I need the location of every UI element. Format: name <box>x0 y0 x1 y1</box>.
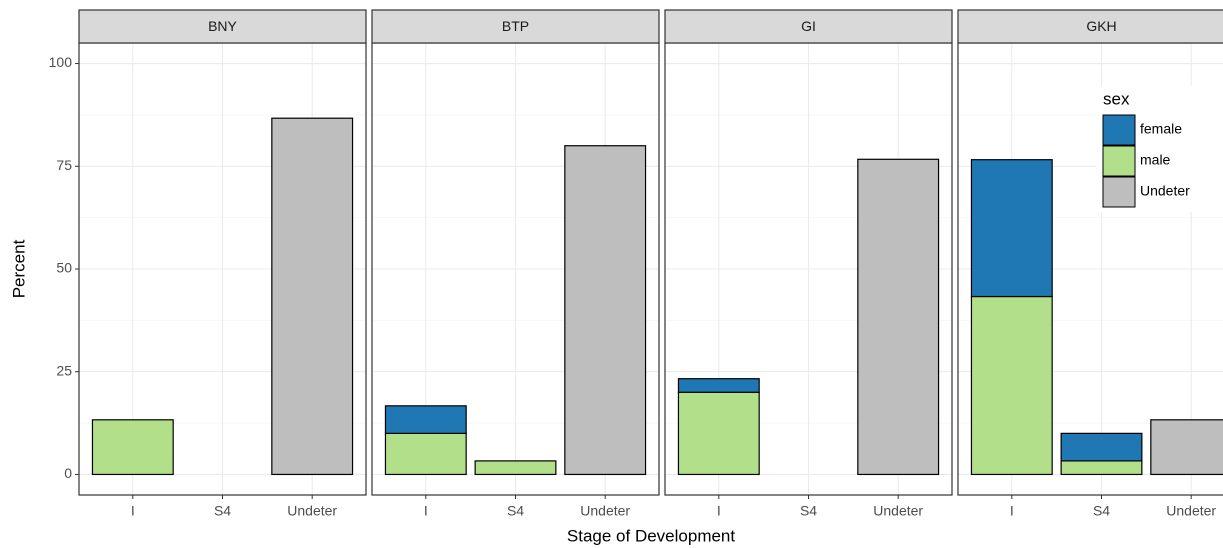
x-tick-label: Undeter <box>1166 503 1216 519</box>
legend-label: Undeter <box>1140 183 1190 199</box>
bar <box>857 158 940 476</box>
strip-label: GI <box>801 18 816 34</box>
y-tick-label: 75 <box>56 157 72 173</box>
bar <box>564 145 647 476</box>
strip <box>664 9 953 44</box>
y-tick-label: 50 <box>56 260 72 276</box>
x-tick-label: I <box>717 503 721 519</box>
x-tick-label: S4 <box>507 503 524 519</box>
strip-label: BNY <box>208 18 237 34</box>
legend-label: male <box>1140 152 1171 168</box>
strip-label: BTP <box>502 18 529 34</box>
y-tick-label: 25 <box>56 362 72 378</box>
y-axis-label: Percent <box>9 239 28 298</box>
y-tick-label: 0 <box>64 465 72 481</box>
strip <box>957 9 1223 44</box>
bar <box>970 295 1053 476</box>
x-tick-label: Undeter <box>287 503 337 519</box>
legend-key <box>1102 114 1136 146</box>
x-tick-label: I <box>424 503 428 519</box>
x-tick-label: Undeter <box>580 503 630 519</box>
bar <box>1060 460 1143 476</box>
x-tick-label: S4 <box>1093 503 1110 519</box>
x-tick-label: I <box>131 503 135 519</box>
bar <box>1150 419 1223 476</box>
y-tick-label: 100 <box>49 54 73 70</box>
bar <box>677 378 760 393</box>
bar <box>384 405 467 434</box>
bar <box>271 117 354 476</box>
bar <box>384 432 467 476</box>
x-axis-label: Stage of Development <box>567 526 735 545</box>
x-tick-label: S4 <box>214 503 231 519</box>
legend-key <box>1102 176 1136 208</box>
bar <box>91 419 174 476</box>
x-tick-label: I <box>1010 503 1014 519</box>
x-tick-label: Undeter <box>873 503 923 519</box>
x-tick-label: S4 <box>800 503 817 519</box>
bar <box>474 460 557 476</box>
strip <box>78 9 367 44</box>
legend-key <box>1102 145 1136 177</box>
bar <box>677 391 760 476</box>
strip-label: GKH <box>1086 18 1116 34</box>
legend-title: sex <box>1103 89 1130 108</box>
bar <box>970 159 1053 298</box>
strip <box>371 9 660 44</box>
legend-label: female <box>1140 121 1182 137</box>
bar <box>1060 432 1143 462</box>
